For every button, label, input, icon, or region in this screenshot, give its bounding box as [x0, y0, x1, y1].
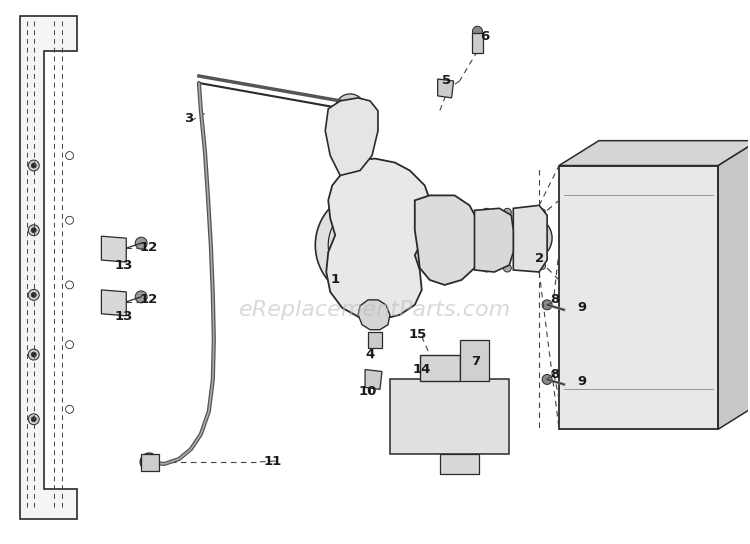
Circle shape [362, 237, 378, 253]
Circle shape [32, 163, 36, 168]
Circle shape [32, 292, 36, 298]
Circle shape [470, 350, 479, 360]
Circle shape [626, 245, 695, 315]
Text: 14: 14 [413, 363, 431, 376]
Polygon shape [365, 369, 382, 390]
Circle shape [28, 225, 39, 236]
Circle shape [472, 26, 482, 36]
Polygon shape [101, 236, 126, 262]
Polygon shape [141, 454, 159, 471]
Polygon shape [438, 79, 454, 98]
Circle shape [315, 190, 424, 300]
Text: 11: 11 [263, 455, 282, 467]
Circle shape [509, 217, 552, 260]
Text: eReplacementParts.com: eReplacementParts.com [238, 300, 511, 320]
Circle shape [503, 208, 512, 217]
Polygon shape [20, 16, 76, 519]
Polygon shape [326, 98, 378, 176]
Polygon shape [390, 380, 509, 454]
Circle shape [32, 417, 36, 422]
Text: 8: 8 [550, 368, 560, 381]
Polygon shape [718, 141, 750, 429]
Circle shape [447, 416, 452, 422]
Text: 4: 4 [365, 348, 375, 361]
Circle shape [482, 208, 490, 217]
Polygon shape [368, 332, 382, 348]
Polygon shape [420, 355, 460, 381]
Text: 9: 9 [578, 301, 586, 314]
Circle shape [32, 228, 36, 233]
Circle shape [441, 83, 451, 93]
Circle shape [368, 309, 380, 321]
Polygon shape [101, 290, 126, 316]
Polygon shape [326, 159, 432, 320]
Polygon shape [513, 205, 547, 272]
Circle shape [28, 289, 39, 300]
Text: 10: 10 [358, 385, 377, 398]
Text: 13: 13 [114, 258, 133, 271]
Circle shape [409, 413, 421, 425]
Circle shape [470, 364, 479, 374]
Text: 9: 9 [578, 375, 586, 388]
Circle shape [665, 297, 731, 362]
Circle shape [412, 416, 418, 422]
Circle shape [106, 295, 120, 309]
Circle shape [473, 413, 485, 425]
Text: 6: 6 [480, 30, 489, 43]
Text: 13: 13 [114, 310, 133, 323]
Circle shape [144, 457, 154, 467]
Circle shape [28, 414, 39, 425]
Circle shape [589, 215, 639, 265]
Circle shape [538, 209, 545, 216]
Polygon shape [559, 141, 750, 165]
Circle shape [503, 264, 512, 272]
Text: 7: 7 [471, 355, 480, 368]
Circle shape [420, 211, 476, 266]
Text: 8: 8 [550, 293, 560, 306]
Circle shape [106, 241, 120, 255]
Circle shape [482, 264, 490, 272]
Polygon shape [358, 300, 390, 330]
Circle shape [335, 94, 365, 124]
Polygon shape [460, 339, 490, 381]
Text: 15: 15 [409, 328, 427, 341]
Circle shape [638, 257, 683, 303]
Circle shape [542, 300, 552, 310]
Circle shape [514, 209, 522, 216]
Circle shape [354, 229, 386, 261]
Polygon shape [415, 195, 479, 285]
Circle shape [368, 374, 378, 385]
Circle shape [476, 416, 482, 422]
Circle shape [444, 413, 455, 425]
Circle shape [32, 352, 36, 357]
Text: 12: 12 [140, 293, 158, 306]
Circle shape [28, 349, 39, 360]
Circle shape [576, 202, 652, 278]
Text: 12: 12 [140, 240, 158, 254]
Circle shape [28, 160, 39, 171]
Text: 2: 2 [535, 251, 544, 264]
Circle shape [140, 453, 158, 471]
Circle shape [440, 230, 455, 246]
Text: 5: 5 [442, 75, 452, 88]
Circle shape [135, 237, 147, 249]
Circle shape [538, 263, 545, 269]
Circle shape [542, 374, 552, 385]
Polygon shape [475, 208, 513, 272]
Polygon shape [440, 454, 479, 474]
Polygon shape [559, 165, 718, 429]
Text: 3: 3 [184, 112, 194, 125]
Circle shape [135, 291, 147, 303]
Polygon shape [472, 33, 484, 53]
Text: 1: 1 [331, 274, 340, 287]
Circle shape [514, 263, 522, 269]
Circle shape [677, 309, 719, 350]
